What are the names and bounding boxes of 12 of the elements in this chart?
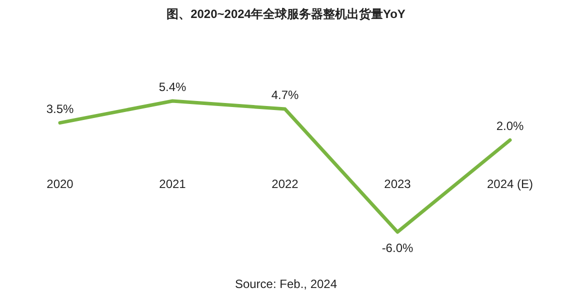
x-tick-label: 2024 (E) bbox=[486, 177, 534, 192]
x-tick-label: 2020 bbox=[46, 177, 74, 192]
source-note: Source: Feb., 2024 bbox=[234, 277, 338, 291]
data-label: 4.7% bbox=[271, 88, 299, 102]
x-tick-label: 2022 bbox=[272, 177, 299, 192]
chart-title: 图、2020~2024年全球服务器整机出货量YoY bbox=[166, 7, 406, 21]
x-tick-label: 2023 bbox=[384, 177, 412, 192]
data-label: -6.0% bbox=[382, 241, 414, 255]
x-tick-label: 2021 bbox=[159, 177, 186, 192]
data-label: 5.4% bbox=[158, 80, 186, 94]
data-label: 2.0% bbox=[496, 119, 524, 134]
data-label: 3.5% bbox=[46, 102, 74, 116]
